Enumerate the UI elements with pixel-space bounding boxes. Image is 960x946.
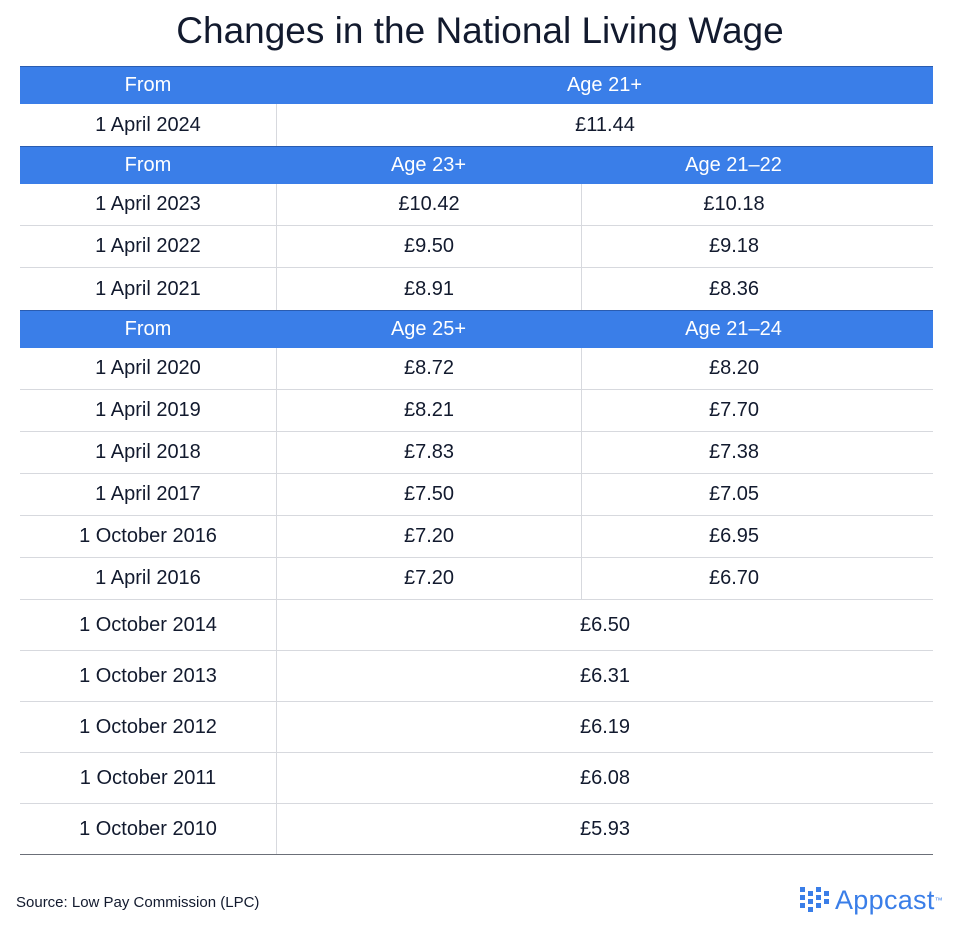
value-cell-b: £10.18: [581, 184, 886, 225]
table-row: 1 October 2013 £6.31: [20, 651, 933, 702]
page-title: Changes in the National Living Wage: [176, 10, 784, 51]
header-age-a: Age 25+: [390, 318, 467, 340]
value-cell: £6.50: [276, 600, 933, 650]
value-cell-b: £8.20: [581, 348, 886, 389]
table-row: 1 April 2024 £11.44: [20, 104, 933, 146]
date-cell: 1 April 2022: [95, 235, 201, 257]
value-cell-b: £7.70: [581, 390, 886, 431]
date-cell: 1 April 2024: [95, 113, 201, 136]
date-cell: 1 April 2019: [95, 399, 201, 421]
value-cell-a: £7.83: [276, 432, 581, 473]
source-note: Source: Low Pay Commission (LPC): [16, 894, 260, 911]
logo-wordmark: Appcast: [835, 884, 935, 915]
table-row: 1 April 2021 £8.91 £8.36: [20, 268, 933, 310]
table-row: 1 October 2012 £6.19: [20, 702, 933, 753]
header-from: From: [124, 74, 172, 96]
value-cell-b: £9.18: [581, 226, 886, 267]
date-cell: 1 April 2021: [95, 277, 201, 300]
date-cell: 1 October 2011: [79, 766, 217, 789]
date-cell: 1 April 2023: [95, 193, 201, 215]
table-row: 1 October 2010 £5.93: [20, 804, 933, 855]
value-cell-b: £7.05: [581, 474, 886, 515]
date-cell: 1 April 2018: [95, 441, 201, 463]
table-row: 1 October 2011 £6.08: [20, 753, 933, 804]
value-cell-a: £10.42: [276, 184, 581, 225]
value-cell: £6.08: [276, 753, 933, 803]
value-cell-b: £7.38: [581, 432, 886, 473]
value-cell-b: £6.70: [581, 558, 886, 599]
value-cell: £6.31: [276, 651, 933, 701]
value-cell: £5.93: [276, 804, 933, 854]
table-row: 1 April 2022 £9.50 £9.18: [20, 226, 933, 268]
appcast-dots-icon: [800, 887, 829, 912]
date-cell: 1 April 2017: [95, 483, 201, 505]
header-row-age-23-plus: From Age 23+ Age 21–22: [20, 146, 933, 184]
date-cell: 1 October 2010: [79, 817, 217, 840]
header-row-age-21-plus: From Age 21+: [20, 66, 933, 104]
appcast-logo: Appcast ™: [800, 884, 943, 916]
header-age-b: Age 21–22: [685, 154, 782, 176]
table-row: 1 April 2018 £7.83 £7.38: [20, 432, 933, 474]
value-cell-a: £9.50: [276, 226, 581, 267]
value-cell-a: £8.91: [276, 268, 581, 310]
trademark-symbol: ™: [934, 895, 943, 905]
table-row: 1 October 2014 £6.50: [20, 600, 933, 651]
value-cell: £11.44: [276, 104, 933, 146]
date-cell: 1 April 2020: [95, 357, 201, 379]
value-cell-a: £7.50: [276, 474, 581, 515]
value-cell-a: £7.20: [276, 516, 581, 557]
wage-table: From Age 21+ 1 April 2024 £11.44 From Ag…: [20, 66, 933, 855]
table-row: 1 April 2016 £7.20 £6.70: [20, 558, 933, 600]
value-cell-a: £8.21: [276, 390, 581, 431]
header-from: From: [124, 154, 172, 176]
value-cell: £6.19: [276, 702, 933, 752]
table-row: 1 October 2016 £7.20 £6.95: [20, 516, 933, 558]
value-cell-b: £6.95: [581, 516, 886, 557]
header-age: Age 21+: [566, 74, 643, 96]
date-cell: 1 April 2016: [95, 567, 201, 589]
date-cell: 1 October 2014: [79, 613, 217, 636]
header-row-age-25-plus: From Age 25+ Age 21–24: [20, 310, 933, 348]
date-cell: 1 October 2016: [79, 525, 217, 547]
date-cell: 1 October 2013: [79, 664, 217, 687]
table-row: 1 April 2020 £8.72 £8.20: [20, 348, 933, 390]
header-from: From: [124, 318, 172, 340]
header-age-b: Age 21–24: [685, 318, 782, 340]
header-age-a: Age 23+: [390, 154, 467, 176]
table-row: 1 April 2019 £8.21 £7.70: [20, 390, 933, 432]
value-cell-a: £8.72: [276, 348, 581, 389]
date-cell: 1 October 2012: [79, 715, 217, 738]
value-cell-b: £8.36: [581, 268, 886, 310]
table-row: 1 April 2017 £7.50 £7.05: [20, 474, 933, 516]
table-row: 1 April 2023 £10.42 £10.18: [20, 184, 933, 226]
value-cell-a: £7.20: [276, 558, 581, 599]
